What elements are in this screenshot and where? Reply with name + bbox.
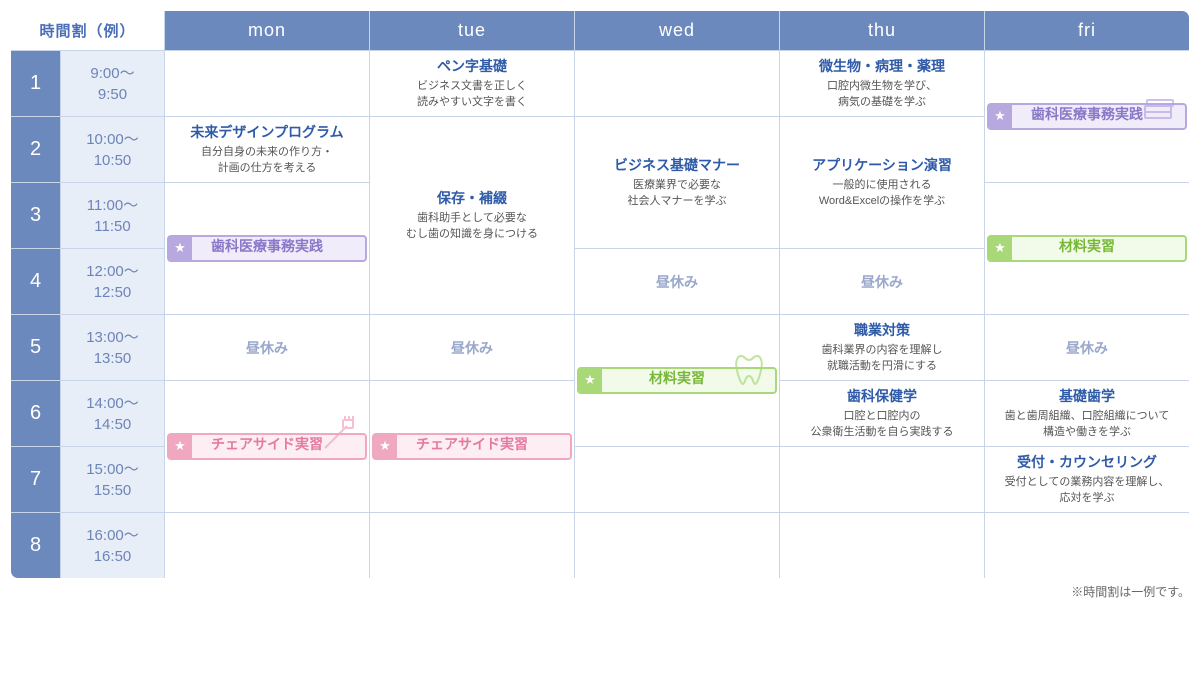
time-3: 11:00〜11:50	[61, 183, 165, 249]
thu-2-3-title: アプリケーション演習	[780, 156, 984, 174]
fri-7-desc: 受付としての業務内容を理解し、応対を学ぶ	[985, 475, 1189, 506]
tooth-icon	[729, 348, 769, 388]
period-3: 3	[11, 183, 61, 249]
tue-2-4-title: 保存・補綴	[370, 189, 574, 207]
period-5: 5	[11, 315, 61, 381]
header-thu: thu	[780, 11, 985, 51]
wed-4: 昼休み	[575, 249, 780, 315]
star-icon: ★	[168, 236, 192, 260]
fri-6-title: 基礎歯学	[985, 387, 1189, 405]
thu-6-title: 歯科保健学	[780, 387, 984, 405]
thu-6: 歯科保健学 口腔と口腔内の公衆衛生活動を自ら実践する	[780, 381, 985, 447]
time-2: 10:00〜10:50	[61, 117, 165, 183]
tue-2-4: 保存・補綴 歯科助手として必要なむし歯の知識を身につける	[370, 117, 575, 315]
tue-6-7: ★ チェアサイド実習	[370, 381, 575, 513]
books-icon	[1139, 84, 1179, 124]
star-icon: ★	[578, 368, 602, 392]
period-6: 6	[11, 381, 61, 447]
mon-2-desc: 自分自身の未来の作り方・計画の仕方を考える	[165, 145, 369, 176]
fri-1-2: ★ 歯科医療事務実践	[985, 51, 1190, 183]
time-5: 13:00〜13:50	[61, 315, 165, 381]
tue-1: ペン字基礎 ビジネス文書を正しく読みやすい文字を書く	[370, 51, 575, 117]
footnote: ※時間割は一例です。	[10, 583, 1190, 600]
header-wed: wed	[575, 11, 780, 51]
fri-7-title: 受付・カウンセリング	[985, 453, 1189, 471]
wed-5-6: ★ 材料実習	[575, 315, 780, 447]
mon-2: 未来デザインプログラム 自分自身の未来の作り方・計画の仕方を考える	[165, 117, 370, 183]
thu-2-3: アプリケーション演習 一般的に使用されるWord&Excelの操作を学ぶ	[780, 117, 985, 249]
mon-5-title: 昼休み	[165, 338, 369, 358]
tue-6-7-title: チェアサイド実習	[416, 435, 528, 453]
mon-6-7: ★ チェアサイド実習	[165, 381, 370, 513]
tue-8	[370, 513, 575, 579]
star-icon: ★	[988, 236, 1012, 260]
header-tue: tue	[370, 11, 575, 51]
wed-8	[575, 513, 780, 579]
header-corner: 時間割（例）	[11, 11, 165, 51]
tue-1-title: ペン字基礎	[370, 57, 574, 75]
wed-5-6-title: 材料実習	[649, 369, 705, 387]
period-8: 8	[11, 513, 61, 579]
wed-2-3-desc: 医療業界で必要な社会人マナーを学ぶ	[575, 178, 779, 209]
wed-2-3-title: ビジネス基礎マナー	[575, 156, 779, 174]
period-7: 7	[11, 447, 61, 513]
time-1: 9:00〜9:50	[61, 51, 165, 117]
thu-7	[780, 447, 985, 513]
time-8: 16:00〜16:50	[61, 513, 165, 579]
tue-5: 昼休み	[370, 315, 575, 381]
fri-6: 基礎歯学 歯と歯周組織、口腔組織について構造や働きを学ぶ	[985, 381, 1190, 447]
mon-2-title: 未来デザインプログラム	[165, 123, 369, 141]
star-icon: ★	[373, 434, 397, 458]
star-icon: ★	[168, 434, 192, 458]
thu-5-title: 職業対策	[780, 321, 984, 339]
wed-1	[575, 51, 780, 117]
wed-7	[575, 447, 780, 513]
fri-6-desc: 歯と歯周組織、口腔組織について構造や働きを学ぶ	[985, 409, 1189, 440]
period-4: 4	[11, 249, 61, 315]
fri-8	[985, 513, 1190, 579]
thu-4: 昼休み	[780, 249, 985, 315]
thu-4-title: 昼休み	[780, 272, 984, 292]
fri-5: 昼休み	[985, 315, 1190, 381]
fri-3-4: ★ 材料実習	[985, 183, 1190, 315]
thu-5: 職業対策 歯科業界の内容を理解し就職活動を円滑にする	[780, 315, 985, 381]
header-fri: fri	[985, 11, 1190, 51]
tue-1-desc: ビジネス文書を正しく読みやすい文字を書く	[370, 79, 574, 110]
wed-2-3: ビジネス基礎マナー 医療業界で必要な社会人マナーを学ぶ	[575, 117, 780, 249]
time-4: 12:00〜12:50	[61, 249, 165, 315]
mon-5: 昼休み	[165, 315, 370, 381]
time-6: 14:00〜14:50	[61, 381, 165, 447]
thu-2-3-desc: 一般的に使用されるWord&Excelの操作を学ぶ	[780, 178, 984, 209]
wed-4-title: 昼休み	[575, 272, 779, 292]
header-row: 時間割（例） mon tue wed thu fri	[11, 11, 1190, 51]
thu-1-desc: 口腔内微生物を学び、病気の基礎を学ぶ	[780, 79, 984, 110]
mon-8	[165, 513, 370, 579]
thu-6-desc: 口腔と口腔内の公衆衛生活動を自ら実践する	[780, 409, 984, 440]
mon-3-4: ★ 歯科医療事務実践	[165, 183, 370, 315]
toothbrush-icon	[319, 414, 359, 454]
fri-3-4-title: 材料実習	[1059, 237, 1115, 255]
thu-1: 微生物・病理・薬理 口腔内微生物を学び、病気の基礎を学ぶ	[780, 51, 985, 117]
period-1: 1	[11, 51, 61, 117]
timetable: 時間割（例） mon tue wed thu fri 1 9:00〜9:50 ペ…	[10, 10, 1190, 579]
mon-6-7-title: チェアサイド実習	[211, 435, 323, 453]
mon-3-4-title: 歯科医療事務実践	[211, 237, 323, 255]
star-icon: ★	[988, 104, 1012, 128]
fri-1-2-title: 歯科医療事務実践	[1031, 105, 1143, 123]
thu-1-title: 微生物・病理・薬理	[780, 57, 984, 75]
thu-5-desc: 歯科業界の内容を理解し就職活動を円滑にする	[780, 343, 984, 374]
period-2: 2	[11, 117, 61, 183]
thu-8	[780, 513, 985, 579]
tue-5-title: 昼休み	[370, 338, 574, 358]
mon-1	[165, 51, 370, 117]
tue-2-4-desc: 歯科助手として必要なむし歯の知識を身につける	[370, 211, 574, 242]
time-7: 15:00〜15:50	[61, 447, 165, 513]
header-mon: mon	[165, 11, 370, 51]
fri-7: 受付・カウンセリング 受付としての業務内容を理解し、応対を学ぶ	[985, 447, 1190, 513]
fri-5-title: 昼休み	[985, 338, 1189, 358]
